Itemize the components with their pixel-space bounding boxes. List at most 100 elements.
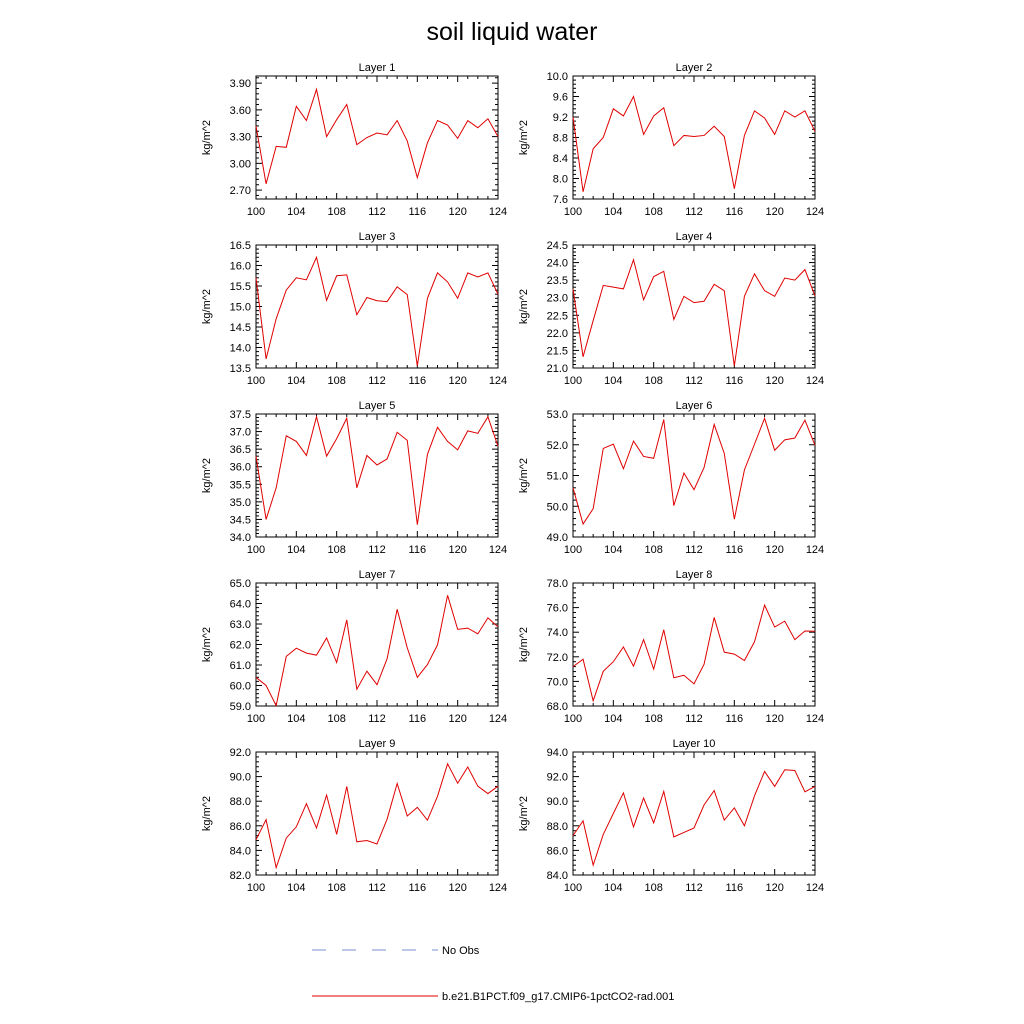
y-tick-label: 92.0 xyxy=(230,747,251,759)
y-tick-label: 3.00 xyxy=(230,158,251,170)
y-tick-label: 14.0 xyxy=(230,343,251,355)
x-tick-label: 120 xyxy=(448,713,466,725)
panel-layer-1: Layer 1 kg/m^2 100 104 108 112 116 120 124 2.70 3.… xyxy=(201,62,507,218)
y-tick-label: 24.5 xyxy=(547,240,568,252)
panel-title: Layer 7 xyxy=(359,569,396,581)
panel-layer-9: Layer 9 kg/m^2 100 104 108 112 116 120 124 82.0 84… xyxy=(201,738,507,894)
x-tick-label: 104 xyxy=(287,713,305,725)
y-tick-label: 22.0 xyxy=(547,328,568,340)
x-tick-label: 124 xyxy=(806,206,824,218)
y-tick-label: 63.0 xyxy=(230,619,251,631)
y-tick-label: 23.0 xyxy=(547,293,568,305)
y-tick-label: 50.0 xyxy=(547,501,568,513)
x-tick-label: 124 xyxy=(806,713,824,725)
x-tick-label: 108 xyxy=(644,375,662,387)
x-tick-label: 120 xyxy=(765,375,783,387)
x-tick-label: 100 xyxy=(247,713,265,725)
x-tick-label: 116 xyxy=(726,375,744,387)
panel-layer-2: Layer 2 kg/m^2 100 104 108 112 116 120 124 7.6 8.0… xyxy=(518,62,824,218)
x-tick-label: 100 xyxy=(247,544,265,556)
y-tick-label: 84.0 xyxy=(230,845,251,857)
x-tick-label: 108 xyxy=(327,206,345,218)
y-tick-label: 92.0 xyxy=(547,772,568,784)
x-tick-label: 120 xyxy=(765,882,783,894)
panel-layer-5: Layer 5 kg/m^2 100 104 108 112 116 120 124 34.0 34… xyxy=(201,400,507,556)
x-tick-label: 120 xyxy=(765,206,783,218)
x-tick-label: 104 xyxy=(287,882,305,894)
plot-frame xyxy=(255,582,499,707)
x-tick-label: 112 xyxy=(685,375,703,387)
y-tick-label: 36.5 xyxy=(230,444,251,456)
panel-title: Layer 10 xyxy=(673,738,716,750)
y-axis-label: kg/m^2 xyxy=(518,458,530,493)
series-line xyxy=(255,255,499,367)
y-tick-label: 8.0 xyxy=(553,174,568,186)
y-tick-label: 35.0 xyxy=(230,497,251,509)
panel-layer-8: Layer 8 kg/m^2 100 104 108 112 116 120 124 68.0 70… xyxy=(518,569,824,725)
y-axis-label: kg/m^2 xyxy=(201,458,213,493)
x-tick-label: 104 xyxy=(287,375,305,387)
panel-title: Layer 3 xyxy=(359,231,396,243)
y-tick-label: 61.0 xyxy=(230,660,251,672)
plot-frame xyxy=(255,244,499,369)
x-tick-label: 104 xyxy=(604,544,622,556)
plot-frame xyxy=(572,751,816,876)
series-line xyxy=(572,769,816,868)
x-tick-label: 124 xyxy=(806,375,824,387)
y-axis-label: kg/m^2 xyxy=(518,796,530,831)
y-tick-label: 13.5 xyxy=(230,363,251,375)
y-tick-label: 21.5 xyxy=(547,345,568,357)
panel-layer-4: Layer 4 kg/m^2 100 104 108 112 116 120 124 21.0 21… xyxy=(518,231,824,387)
y-tick-label: 16.5 xyxy=(230,240,251,252)
legend-label-model-run: b.e21.B1PCT.f09_g17.CMIP6-1pctCO2-rad.00… xyxy=(442,991,674,1003)
y-tick-label: 76.0 xyxy=(547,603,568,615)
x-tick-label: 112 xyxy=(368,206,386,218)
x-tick-label: 112 xyxy=(368,882,386,894)
plot-frame xyxy=(572,582,816,707)
y-tick-label: 15.0 xyxy=(230,302,251,314)
x-tick-label: 120 xyxy=(765,544,783,556)
y-tick-label: 9.6 xyxy=(553,92,568,104)
y-tick-label: 34.5 xyxy=(230,514,251,526)
x-tick-label: 108 xyxy=(644,206,662,218)
x-tick-label: 116 xyxy=(409,882,427,894)
y-axis-label: kg/m^2 xyxy=(201,120,213,155)
y-axis-label: kg/m^2 xyxy=(518,120,530,155)
legend-label-no-obs: No Obs xyxy=(442,945,480,957)
y-tick-label: 90.0 xyxy=(230,772,251,784)
y-axis-label: kg/m^2 xyxy=(518,289,530,324)
y-tick-label: 90.0 xyxy=(547,796,568,808)
x-tick-label: 120 xyxy=(448,206,466,218)
x-tick-label: 112 xyxy=(685,882,703,894)
y-tick-label: 23.5 xyxy=(547,275,568,287)
y-tick-label: 82.0 xyxy=(230,870,251,882)
y-tick-label: 64.0 xyxy=(230,599,251,611)
x-tick-label: 116 xyxy=(409,544,427,556)
y-axis-label: kg/m^2 xyxy=(201,289,213,324)
x-tick-label: 112 xyxy=(368,544,386,556)
x-tick-label: 100 xyxy=(247,375,265,387)
y-tick-label: 7.6 xyxy=(553,194,568,206)
x-tick-label: 112 xyxy=(368,375,386,387)
x-tick-label: 100 xyxy=(564,206,582,218)
x-tick-label: 100 xyxy=(564,882,582,894)
chart-title: soil liquid water xyxy=(427,18,598,46)
panel-layer-10: Layer 10 kg/m^2 100 104 108 112 116 120 124 84.0 8… xyxy=(518,738,824,894)
x-tick-label: 100 xyxy=(564,375,582,387)
y-tick-label: 68.0 xyxy=(547,701,568,713)
y-tick-label: 74.0 xyxy=(547,627,568,639)
panel-title: Layer 9 xyxy=(359,738,396,750)
panel-layer-7: Layer 7 kg/m^2 100 104 108 112 116 120 124 59.0 60… xyxy=(201,569,507,725)
x-tick-label: 124 xyxy=(806,882,824,894)
y-tick-label: 88.0 xyxy=(230,796,251,808)
y-tick-label: 49.0 xyxy=(547,532,568,544)
y-tick-label: 86.0 xyxy=(230,821,251,833)
series-line xyxy=(255,87,499,184)
x-tick-label: 120 xyxy=(448,882,466,894)
x-tick-label: 112 xyxy=(368,713,386,725)
panel-layer-6: Layer 6 kg/m^2 100 104 108 112 116 120 124 49.0 50… xyxy=(518,400,824,556)
series-line xyxy=(255,414,499,525)
x-tick-label: 104 xyxy=(287,206,305,218)
y-tick-label: 14.5 xyxy=(230,322,251,334)
x-tick-label: 124 xyxy=(489,206,507,218)
